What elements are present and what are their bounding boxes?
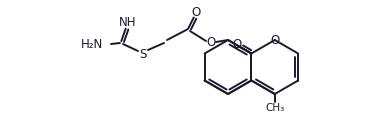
Text: O: O <box>192 7 201 20</box>
Text: CH₃: CH₃ <box>265 103 284 113</box>
Text: H₂N: H₂N <box>81 39 103 51</box>
Text: NH: NH <box>119 15 137 29</box>
Text: O: O <box>206 36 216 48</box>
Text: S: S <box>139 48 147 61</box>
Text: O: O <box>232 39 241 51</box>
Text: O: O <box>270 34 279 47</box>
